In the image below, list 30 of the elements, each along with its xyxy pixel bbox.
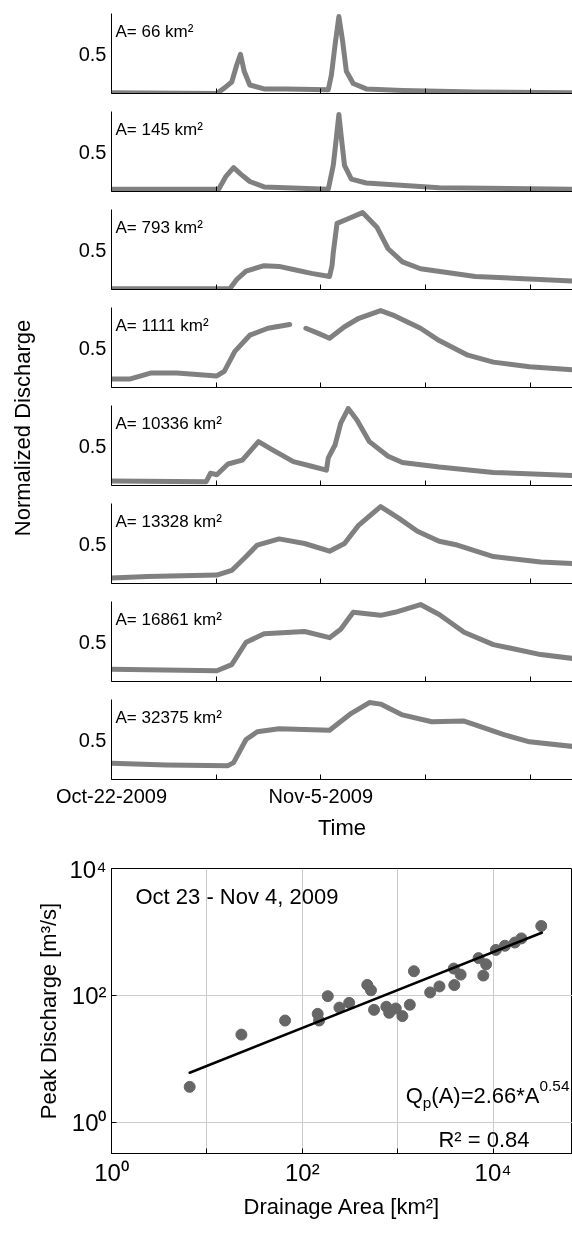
text: 0.5 — [78, 238, 107, 261]
x-axis-title: Time — [317, 814, 367, 840]
annotation: A= 66 km² — [115, 22, 194, 41]
text: 0.5 — [78, 630, 107, 653]
text: 0.5 — [78, 728, 107, 751]
x-tick-label: Nov-5-2009 — [268, 784, 374, 807]
y-axis-title: Normalized Discharge — [10, 319, 35, 537]
text: 0.5 — [78, 532, 107, 555]
text: 0.5 — [78, 336, 107, 359]
y-tick-label: 10⁰ — [71, 1108, 107, 1136]
x-axis-title: Drainage Area [km²] — [243, 1193, 440, 1219]
annotation: A= 793 km² — [115, 218, 204, 237]
annotation: Oct 23 - Nov 4, 2009 — [135, 884, 339, 909]
text: 0.5 — [78, 140, 107, 163]
x-tick-label: 10⁴ — [474, 1158, 512, 1186]
text: 0.5 — [78, 434, 107, 457]
x-tick-label: 10⁰ — [94, 1158, 129, 1186]
x-tick-label: 10² — [284, 1158, 320, 1186]
annotation: A= 32375 km² — [115, 708, 223, 727]
annotation: A= 13328 km² — [115, 512, 223, 531]
annotation: A= 10336 km² — [115, 414, 223, 433]
y-axis-title: Peak Discharge [m³/s] — [36, 902, 62, 1120]
annotation: A= 1111 km² — [115, 316, 209, 335]
y-tick-label: 10² — [71, 981, 107, 1009]
y-tick-label: 10⁴ — [69, 855, 107, 883]
text: 0.5 — [78, 42, 107, 65]
annotation: A= 145 km² — [115, 120, 204, 139]
annotation: R² = 0.84 — [438, 1127, 530, 1152]
x-tick-label: Oct-22-2009 — [55, 784, 168, 807]
annotation: A= 16861 km² — [115, 610, 223, 629]
